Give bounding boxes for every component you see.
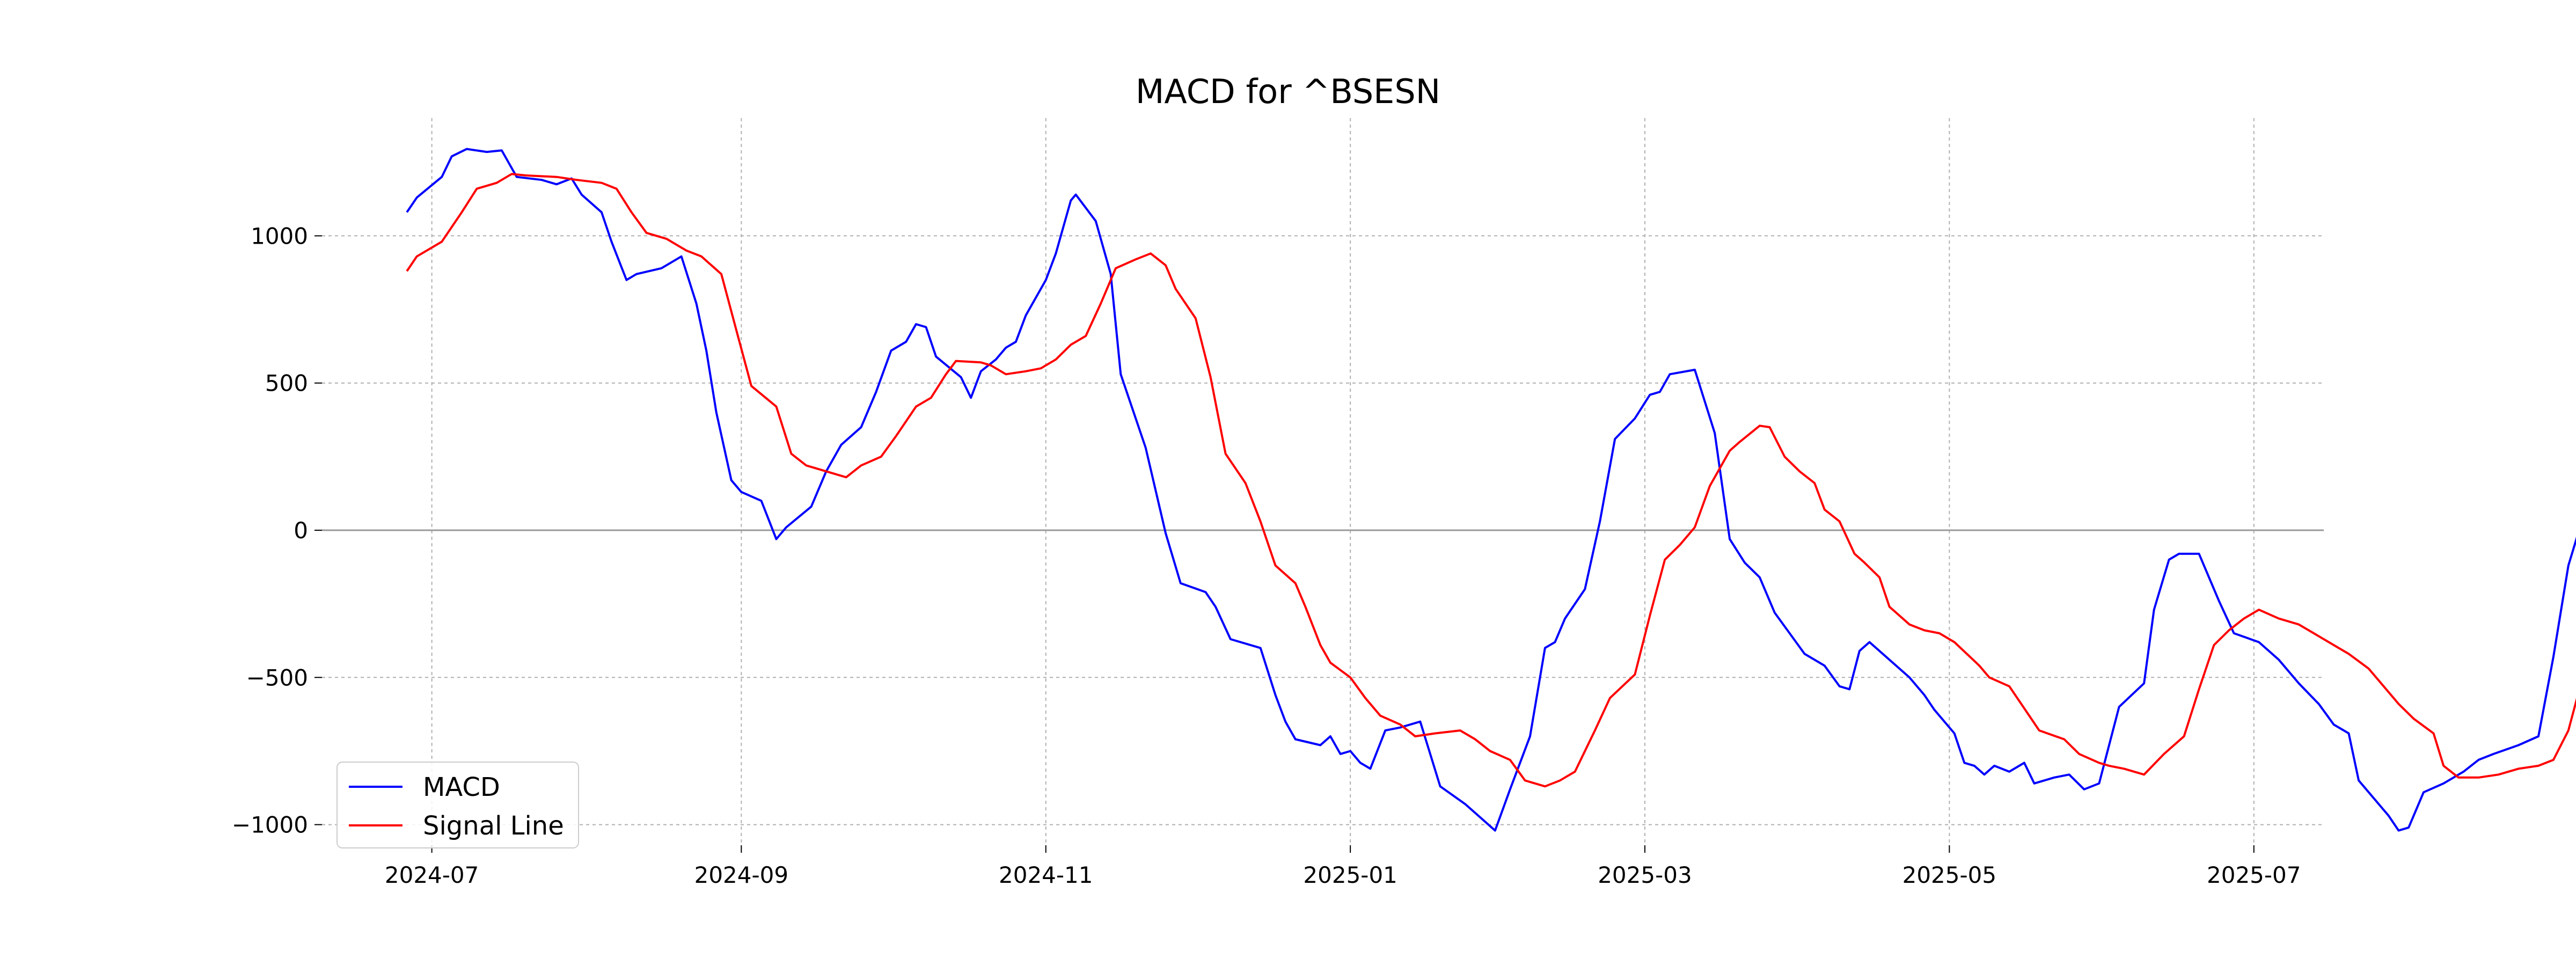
- legend-label-signal: Signal Line: [423, 811, 564, 841]
- x-tick-label: 2024-09: [694, 862, 789, 888]
- series-layer: [406, 148, 2576, 832]
- x-tick-label: 2025-01: [1303, 862, 1397, 888]
- signal-line: [406, 173, 2576, 788]
- x-tick-label: 2024-11: [999, 862, 1093, 888]
- chart-title: MACD for ^BSESN: [1136, 72, 1440, 111]
- y-tick-label: 1000: [251, 223, 308, 249]
- tick-layer: 2024-07 2024-09 2024-11 2025-01 2025-03 2025-…: [232, 223, 2301, 888]
- x-tick-label: 2025-03: [1598, 862, 1692, 888]
- legend: MACD Signal Line: [336, 762, 579, 848]
- legend-label-macd: MACD: [423, 772, 500, 802]
- x-tick-label: 2025-05: [1902, 862, 1997, 888]
- x-tick-label: 2024-07: [385, 862, 479, 888]
- y-tick-label: −1000: [232, 812, 308, 838]
- x-tick-label: 2025-07: [2207, 862, 2301, 888]
- y-tick-label: −500: [246, 664, 308, 691]
- macd-line: [406, 148, 2576, 832]
- y-tick-label: 500: [265, 370, 308, 397]
- y-tick-label: 0: [294, 517, 308, 544]
